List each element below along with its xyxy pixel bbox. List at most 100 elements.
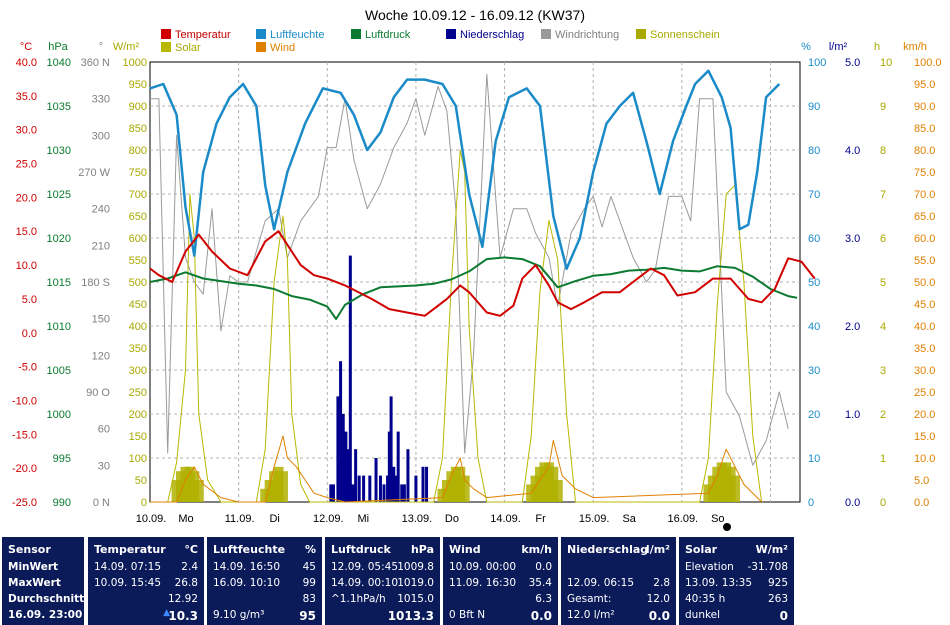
precipitation-bar	[402, 484, 406, 502]
axis-tick-label-wind: 25.0	[914, 387, 935, 399]
precipitation-bar	[406, 449, 410, 502]
axis-tick-label-humidity: 0	[808, 497, 814, 509]
axis-tick-label-pressure: 1005	[47, 365, 71, 377]
axis-tick-label-wind: 35.0	[914, 343, 935, 355]
precipitation-bar	[374, 458, 378, 502]
temperature-current: 10.3	[168, 609, 198, 623]
axis-tick-label-temperature: -20.0	[12, 463, 37, 475]
axis-tick-label-humidity: 60	[808, 233, 820, 245]
axis-tick-label-direction: 300	[92, 130, 110, 142]
temperature-min-value: 2.4	[181, 561, 198, 573]
axis-tick-label-direction: 150	[92, 314, 110, 326]
axis-tick-label-wind: 55.0	[914, 255, 935, 267]
legend-swatch	[256, 29, 266, 39]
axis-tick-label-wind: 70.0	[914, 189, 935, 201]
axis-tick-label-pressure: 1025	[47, 189, 71, 201]
precipitation-bar	[414, 475, 418, 502]
axis-tick-label-pressure: 995	[53, 453, 71, 465]
precipitation-bar	[329, 484, 333, 502]
precipitation-bar	[341, 414, 345, 502]
temperature-max-time: 10.09. 15:45	[94, 577, 161, 589]
axis-tick-label-sunshine: 5	[880, 277, 886, 289]
temperature-cell: Temperatur °C 14.09. 07:15 2.4 10.09. 15…	[88, 537, 204, 625]
sensor-cell: Sensor MinWert MaxWert Durchschnitt 16.0…	[2, 537, 84, 625]
axis-tick-label-temperature: -25.0	[12, 497, 37, 509]
axis-tick-label-wind: 60.0	[914, 233, 935, 245]
axis-labels: 40.035.030.025.020.015.010.05.00.0-5.0-1…	[12, 41, 942, 509]
axis-tick-label-wind: 10.0	[914, 453, 935, 465]
rain-max-value: 2.8	[653, 577, 670, 589]
solar-elevation: -31.708	[747, 561, 788, 573]
x-axis-ticks: 10.09. Mo 11.09. Di 12.09. Mi 13.09. Do 14.09. Fr…	[136, 513, 731, 531]
humidity-unit: %	[304, 543, 316, 556]
axis-tick-label-wind: 30.0	[914, 365, 935, 377]
axis-unit-temperature: °C	[20, 41, 32, 53]
axis-tick-label-solar: 800	[129, 145, 147, 157]
axis-tick-label-pressure: 1015	[47, 277, 71, 289]
axis-tick-label-solar: 150	[129, 431, 147, 443]
axis-tick-label-direction: 270 W	[78, 167, 110, 179]
axis-tick-label-solar: 500	[129, 277, 147, 289]
pressure-min-time: 12.09. 05:45	[331, 561, 398, 573]
axis-tick-label-humidity: 70	[808, 189, 820, 201]
precipitation-bar	[392, 466, 396, 502]
axis-tick-label-solar: 50	[135, 475, 147, 487]
solar-state: dunkel	[685, 609, 721, 621]
axis-tick-label-wind: 5.0	[914, 475, 929, 487]
rain-title: Niederschlag	[567, 543, 649, 556]
axis-tick-label-solar: 650	[129, 211, 147, 223]
axis-tick-label-temperature: 30.0	[16, 125, 37, 137]
axis-tick-label-pressure: 1000	[47, 409, 71, 421]
legend-swatch	[541, 29, 551, 39]
axis-tick-label-precipitation: 2.0	[845, 321, 860, 333]
axis-tick-label-wind: 65.0	[914, 211, 935, 223]
precipitation-bar	[362, 475, 366, 502]
x-tick-date: 16.09.	[668, 513, 699, 525]
precipitation-bar	[394, 475, 398, 502]
axis-tick-label-solar: 750	[129, 167, 147, 179]
axis-tick-label-direction: 120	[92, 350, 110, 362]
axis-tick-label-temperature: -10.0	[12, 395, 37, 407]
temperature-title: Temperatur	[94, 543, 166, 556]
precipitation-bar	[387, 431, 391, 502]
solar-unit: W/m²	[755, 543, 788, 556]
chart-title: Woche 10.09.12 - 16.09.12 (KW37)	[365, 7, 585, 23]
humidity-max-time: 16.09. 10:10	[213, 577, 280, 589]
axis-tick-label-direction: 330	[92, 94, 110, 106]
axis-tick-label-precipitation: 5.0	[845, 57, 860, 69]
axis-tick-label-sunshine: 3	[880, 365, 886, 377]
moon-phase-icon	[723, 523, 731, 531]
axis-tick-label-direction: 0 N	[93, 497, 110, 509]
wind-cell: Wind km/h 10.09. 00:00 0.0 11.09. 16:30 …	[443, 537, 558, 625]
axis-tick-label-direction: 240	[92, 204, 110, 216]
axis-tick-label-wind: 50.0	[914, 277, 935, 289]
axis-tick-label-solar: 100	[129, 453, 147, 465]
axis-tick-label-direction: 360 N	[81, 57, 110, 69]
precipitation-bar	[400, 484, 404, 502]
wind-min-value: 0.0	[535, 561, 552, 573]
axis-tick-label-temperature: -5.0	[18, 362, 37, 374]
axis-tick-label-pressure: 1035	[47, 101, 71, 113]
rain-unit: l/m²	[645, 543, 670, 556]
humidity-title: Luftfeuchte	[213, 543, 286, 556]
legend-label: Luftfeuchte	[270, 29, 324, 41]
humidity-absolute: 9.10 g/m³	[213, 609, 265, 621]
precipitation-bar	[378, 475, 382, 502]
humidity-average: 83	[302, 593, 316, 605]
rain-total-label: Gesamt:	[567, 593, 612, 605]
axis-tick-label-direction: 60	[98, 424, 110, 436]
axis-tick-label-humidity: 40	[808, 321, 820, 333]
axis-tick-label-temperature: 20.0	[16, 192, 37, 204]
sunshine-bar	[193, 480, 204, 502]
axis-tick-label-temperature: 40.0	[16, 57, 37, 69]
axis-tick-label-humidity: 50	[808, 277, 820, 289]
legend-swatch	[256, 42, 266, 52]
axis-unit-wind: km/h	[903, 41, 927, 53]
legend-label: Solar	[175, 42, 201, 54]
legend-label: Temperatur	[175, 29, 231, 41]
axis-tick-label-sunshine: 1	[880, 453, 886, 465]
wind-beaufort: 0 Bft N	[449, 609, 486, 621]
legend-swatch	[446, 29, 456, 39]
solar-elevation-label: Elevation	[685, 561, 734, 573]
x-tick-date: 15.09.	[579, 513, 610, 525]
